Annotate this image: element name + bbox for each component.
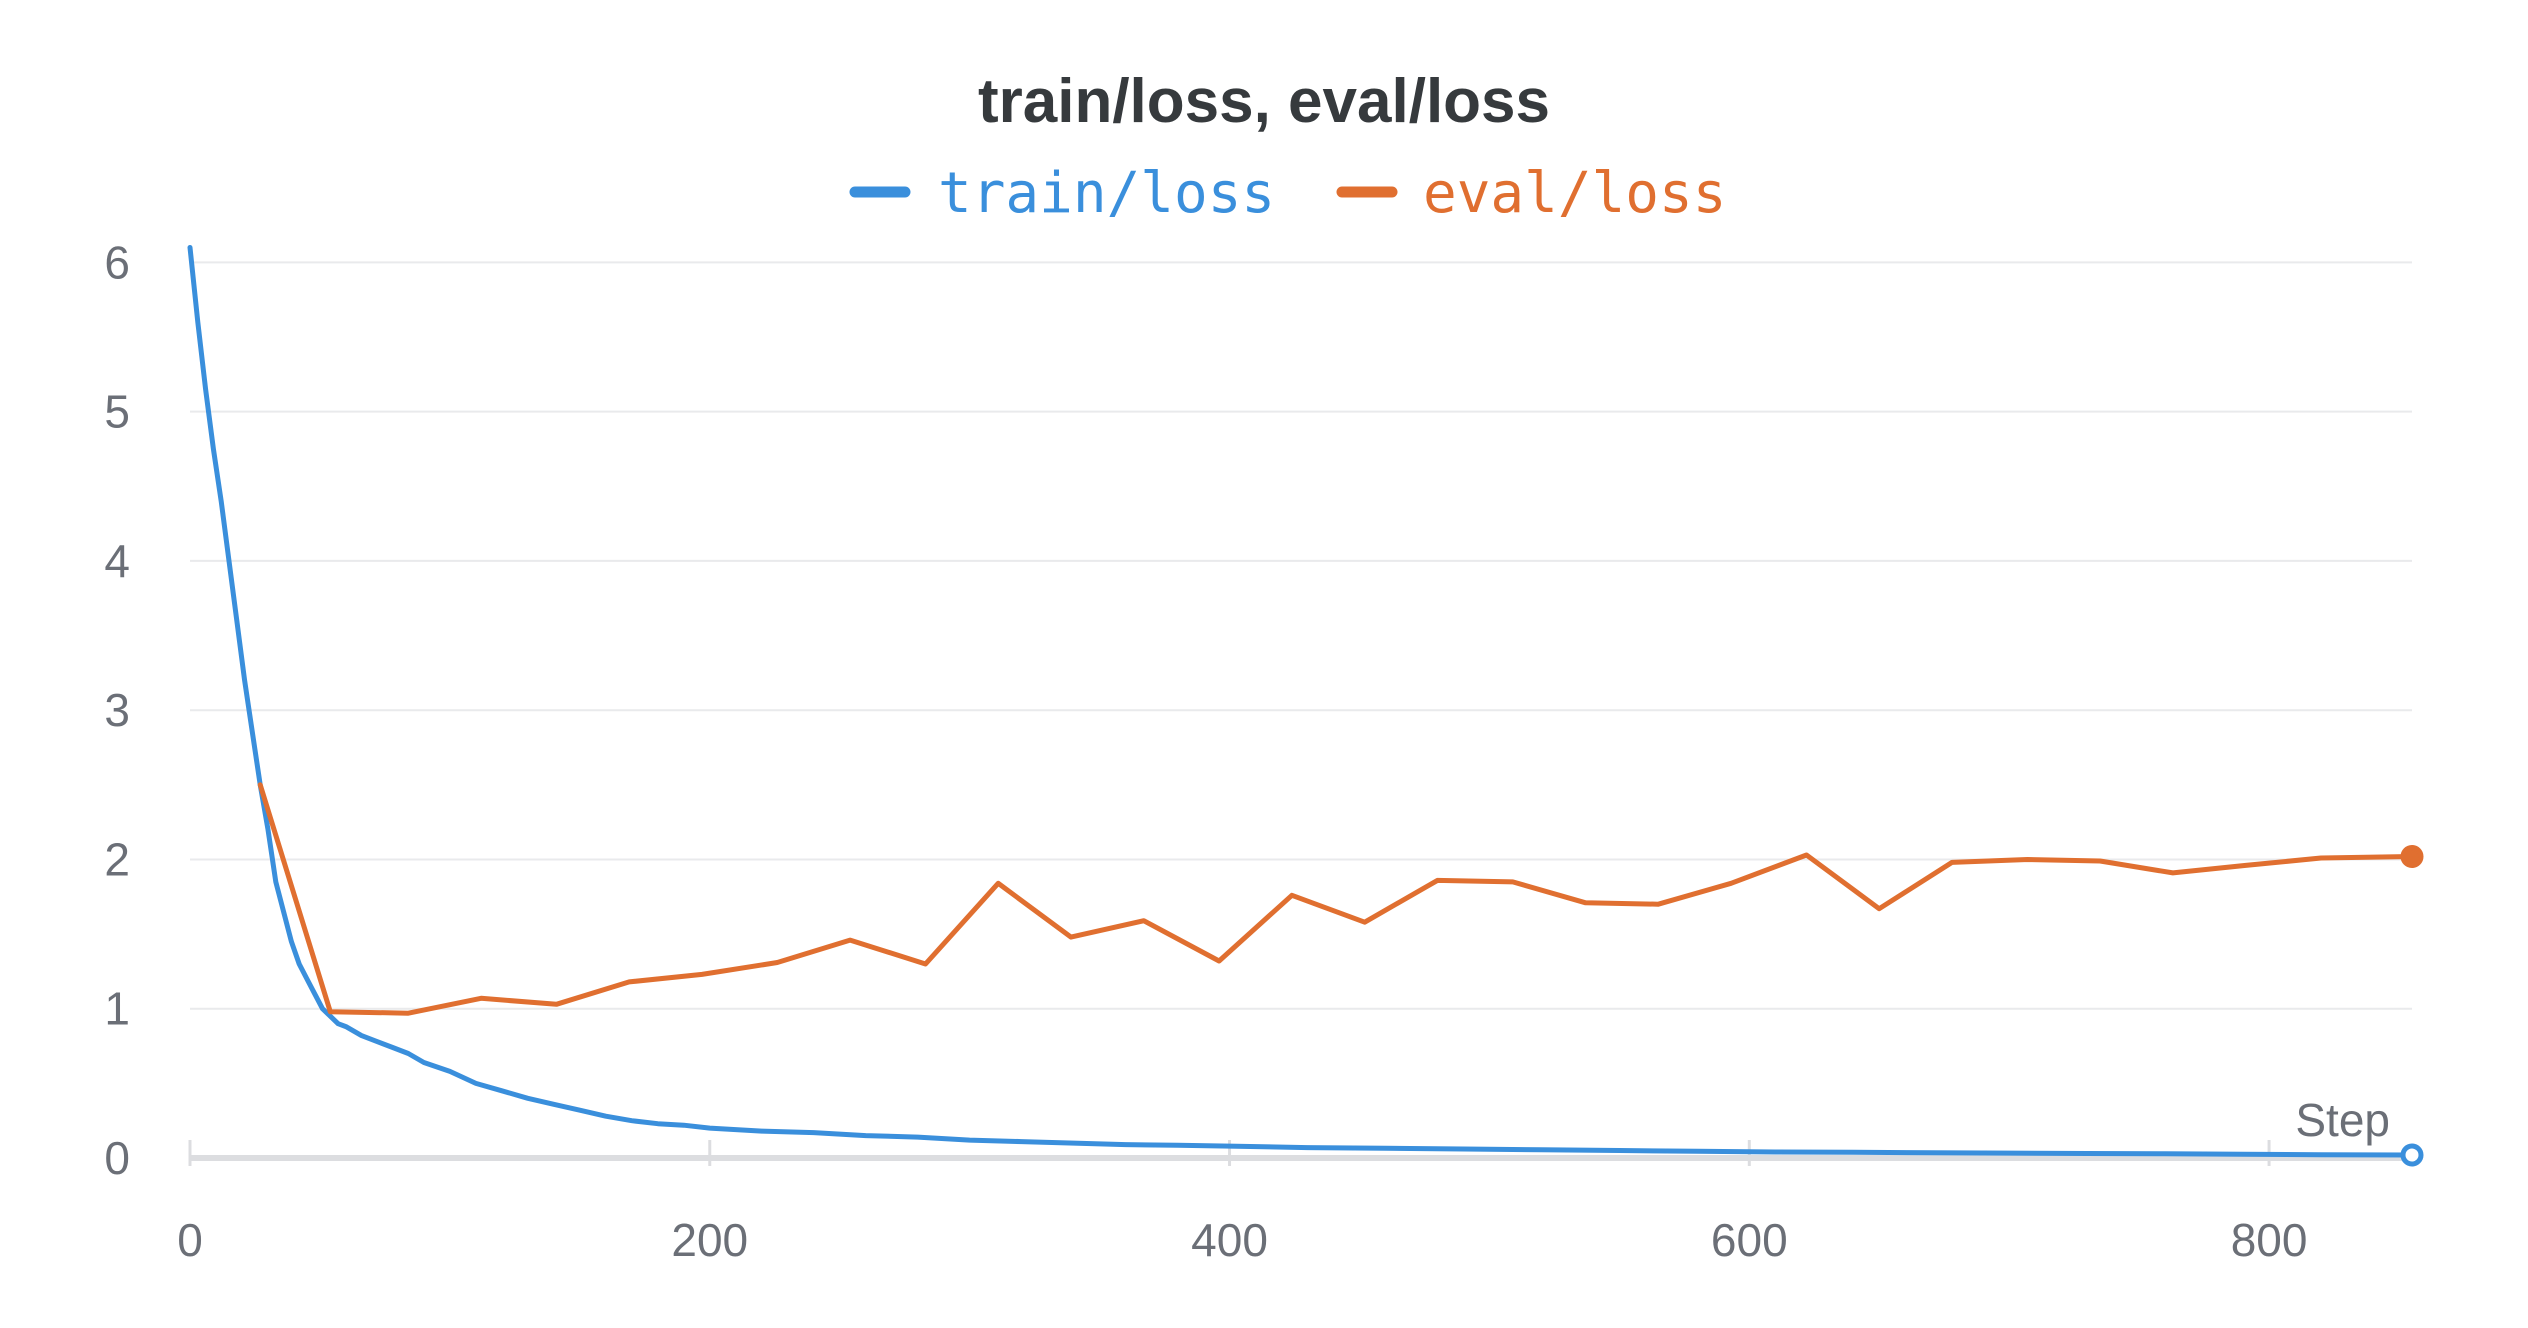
x-axis-ticks: 0 200 400 600 800 (177, 1140, 2307, 1266)
legend-label: eval/loss (1423, 161, 1726, 226)
series-line-train-loss (187, 245, 2415, 1158)
grid-lines (190, 261, 2412, 1161)
legend-label: train/loss (938, 161, 1275, 226)
y-tick-label: 2 (104, 833, 130, 885)
series-line-eval-loss (257, 782, 2415, 1016)
x-tick-label: 800 (2231, 1214, 2308, 1266)
y-tick-label: 4 (104, 535, 130, 587)
y-tick-label: 3 (104, 684, 130, 736)
x-axis-label: Step (2295, 1094, 2390, 1146)
y-tick-label: 0 (104, 1132, 130, 1184)
x-tick-label: 400 (1191, 1214, 1268, 1266)
series-end-point (2400, 1143, 2424, 1167)
x-tick-label: 600 (1711, 1214, 1788, 1266)
y-tick-label: 1 (104, 983, 130, 1035)
y-tick-label: 6 (104, 236, 130, 288)
series-end-point (2400, 844, 2424, 868)
y-axis-ticks: 0 1 2 3 4 5 6 (104, 236, 130, 1184)
legend: train/loss eval/loss (849, 161, 1726, 226)
x-tick-label: 200 (671, 1214, 748, 1266)
x-tick-label: 0 (177, 1214, 203, 1266)
chart-title: train/loss, eval/loss (978, 67, 1550, 136)
y-tick-label: 5 (104, 386, 130, 438)
series-lines (187, 245, 2424, 1167)
